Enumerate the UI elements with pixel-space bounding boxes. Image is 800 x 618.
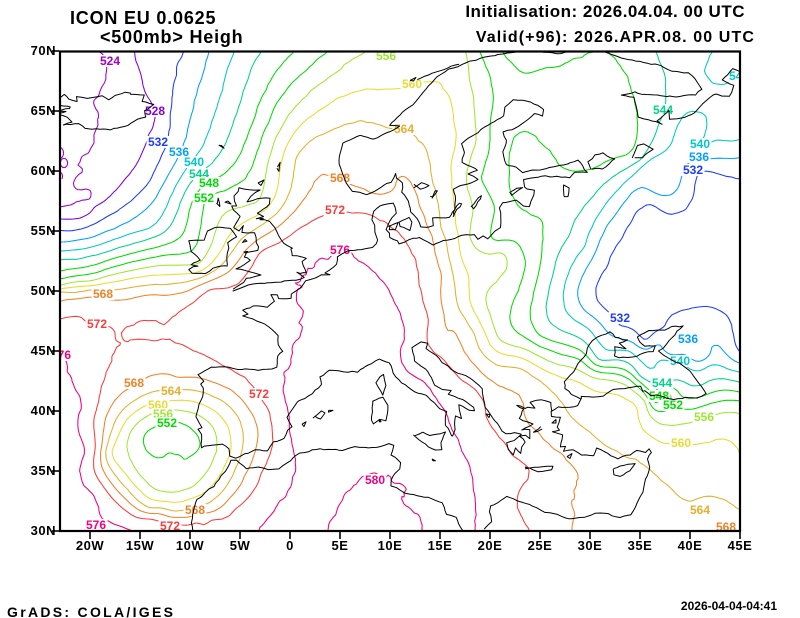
svg-text:Valid(+96): 2026.APR.08. 00 UT: Valid(+96): 2026.APR.08. 00 UTC: [476, 29, 755, 46]
svg-text:564: 564: [394, 122, 414, 136]
svg-text:524: 524: [100, 54, 120, 68]
svg-text:568: 568: [124, 376, 144, 390]
svg-text:532: 532: [683, 163, 703, 177]
svg-text:532: 532: [610, 311, 630, 325]
svg-text:528: 528: [145, 104, 165, 118]
svg-text:568: 568: [93, 287, 113, 301]
svg-text:572: 572: [325, 203, 345, 217]
svg-text:556: 556: [694, 410, 714, 424]
svg-text:40E: 40E: [678, 538, 703, 553]
svg-text:70N: 70N: [31, 43, 56, 58]
svg-text:556: 556: [376, 49, 396, 63]
svg-text:25E: 25E: [528, 538, 553, 553]
svg-text:0: 0: [286, 538, 294, 553]
svg-text:45E: 45E: [728, 538, 753, 553]
svg-text:540: 540: [729, 69, 749, 83]
svg-text:568: 568: [716, 520, 736, 534]
svg-text:580: 580: [365, 473, 385, 487]
svg-text:560: 560: [402, 77, 422, 91]
svg-text:540: 540: [670, 354, 690, 368]
svg-text:35E: 35E: [628, 538, 653, 553]
svg-text:572: 572: [160, 519, 180, 533]
svg-text:540: 540: [184, 155, 204, 169]
svg-text:572: 572: [87, 317, 107, 331]
svg-text:20W: 20W: [76, 538, 104, 553]
svg-text:568: 568: [185, 503, 205, 517]
svg-text:30N: 30N: [31, 523, 56, 538]
svg-text:50N: 50N: [31, 283, 56, 298]
svg-text:536: 536: [678, 332, 698, 346]
svg-text:568: 568: [330, 171, 350, 185]
svg-text:572: 572: [249, 387, 269, 401]
svg-text:564: 564: [161, 384, 181, 398]
svg-text:30E: 30E: [578, 538, 603, 553]
svg-text:536: 536: [169, 145, 189, 159]
svg-text:548: 548: [199, 176, 219, 190]
svg-text:552: 552: [157, 416, 177, 430]
svg-text:20E: 20E: [478, 538, 503, 553]
svg-text:540: 540: [690, 137, 710, 151]
svg-text:40N: 40N: [31, 403, 56, 418]
svg-text:576: 576: [330, 243, 350, 257]
svg-text:GrADS: COLA/IGES: GrADS: COLA/IGES: [7, 604, 175, 618]
svg-text:45N: 45N: [31, 343, 56, 358]
svg-text:35N: 35N: [31, 463, 56, 478]
svg-text:576: 576: [51, 348, 71, 362]
svg-text:65N: 65N: [31, 103, 56, 118]
svg-text:532: 532: [148, 135, 168, 149]
svg-text:564: 564: [690, 503, 710, 517]
svg-text:15W: 15W: [126, 538, 154, 553]
svg-text:560: 560: [671, 436, 691, 450]
svg-text:55N: 55N: [31, 223, 56, 238]
svg-text:10W: 10W: [176, 538, 204, 553]
svg-text:552: 552: [663, 398, 683, 412]
svg-text:15E: 15E: [428, 538, 453, 553]
svg-text:544: 544: [652, 376, 672, 390]
svg-text:576: 576: [86, 518, 106, 532]
svg-text:552: 552: [194, 191, 214, 205]
svg-text:Initialisation: 2026.04.04. 00: Initialisation: 2026.04.04. 00 UTC: [465, 2, 745, 21]
svg-text:2026-04-04-04:41: 2026-04-04-04:41: [681, 599, 777, 613]
svg-text:<500mb> Heigh: <500mb> Heigh: [100, 27, 243, 47]
svg-text:5E: 5E: [332, 538, 349, 553]
svg-text:5W: 5W: [230, 538, 251, 553]
svg-text:ICON EU 0.0625: ICON EU 0.0625: [70, 8, 216, 28]
svg-text:536: 536: [689, 150, 709, 164]
svg-text:10E: 10E: [378, 538, 403, 553]
svg-text:544: 544: [653, 103, 673, 117]
svg-text:60N: 60N: [31, 163, 56, 178]
